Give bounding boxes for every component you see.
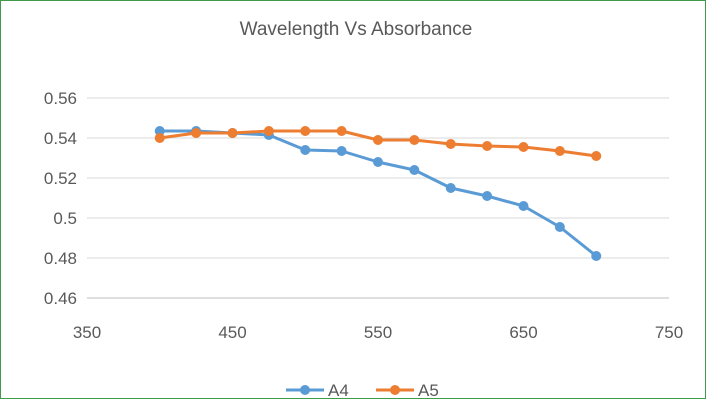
- legend-label: A5: [418, 381, 439, 400]
- data-point-a4: [445, 183, 456, 193]
- data-point-a4: [554, 222, 565, 232]
- series-line-a4: [158, 129, 598, 258]
- data-point-a4: [409, 165, 420, 175]
- legend: A4 A5: [286, 381, 439, 400]
- data-point-a5: [336, 126, 347, 136]
- data-point-a5: [445, 139, 456, 149]
- y-tick-label: 0.52: [44, 169, 77, 188]
- data-point-a5: [191, 128, 202, 138]
- legend-label: A4: [328, 381, 349, 400]
- legend-swatch-marker: [300, 385, 310, 395]
- x-tick-label: 550: [364, 323, 392, 342]
- data-point-a5: [482, 141, 493, 151]
- x-tick-label: 450: [218, 323, 246, 342]
- y-tick-label: 0.5: [53, 209, 77, 228]
- y-tick-label: 0.54: [44, 129, 77, 148]
- gridlines: [87, 97, 669, 299]
- data-point-a4: [154, 126, 165, 136]
- series-layer: [154, 126, 602, 261]
- data-point-a5: [373, 135, 383, 145]
- legend-item-a4: A4: [286, 381, 349, 400]
- data-point-a5: [409, 135, 420, 145]
- y-tick-label: 0.46: [44, 289, 77, 308]
- data-point-a4: [336, 146, 347, 156]
- data-point-a4: [518, 201, 529, 211]
- data-point-a5: [227, 128, 238, 138]
- y-tick-label: 0.56: [44, 89, 77, 108]
- x-tick-label: 350: [73, 323, 101, 342]
- data-point-a4: [300, 145, 311, 155]
- data-point-a5: [300, 126, 311, 136]
- data-point-a5: [518, 142, 529, 152]
- x-tick-label: 650: [509, 323, 537, 342]
- y-tick-label: 0.48: [44, 249, 77, 268]
- legend-item-a5: A5: [376, 381, 439, 400]
- legend-swatch-marker: [390, 385, 400, 395]
- data-point-a4: [373, 157, 383, 167]
- chart-title: Wavelength Vs Absorbance: [240, 19, 473, 40]
- data-point-a5: [263, 126, 274, 136]
- x-tick-label: 750: [655, 323, 683, 342]
- axes: 0.46 0.48 0.5 0.52 0.54 0.56 350 450 550 650 750: [44, 89, 683, 342]
- data-point-a4: [591, 251, 602, 261]
- data-point-a5: [154, 133, 165, 143]
- series-a5: [154, 126, 602, 161]
- data-point-a5: [554, 146, 565, 156]
- data-point-a4: [482, 191, 493, 201]
- data-point-a5: [591, 151, 602, 161]
- series-a4: [154, 126, 602, 261]
